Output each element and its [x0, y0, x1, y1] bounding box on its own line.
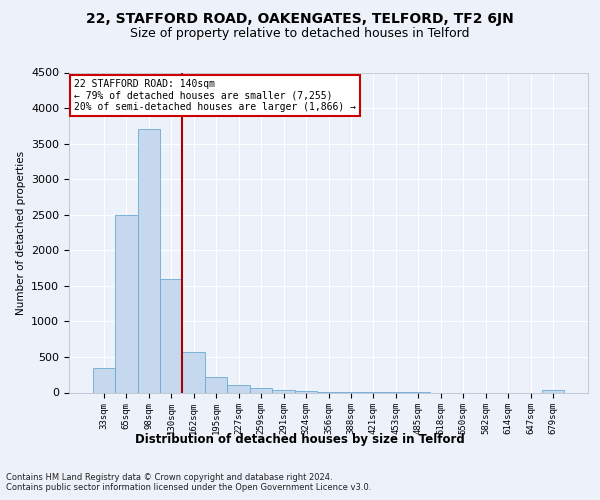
Text: Distribution of detached houses by size in Telford: Distribution of detached houses by size …: [135, 432, 465, 446]
Text: Size of property relative to detached houses in Telford: Size of property relative to detached ho…: [130, 28, 470, 40]
Bar: [115, 214, 137, 392]
Text: Contains HM Land Registry data © Crown copyright and database right 2024.
Contai: Contains HM Land Registry data © Crown c…: [6, 472, 371, 492]
Bar: [182, 352, 205, 393]
Text: 22, STAFFORD ROAD, OAKENGATES, TELFORD, TF2 6JN: 22, STAFFORD ROAD, OAKENGATES, TELFORD, …: [86, 12, 514, 26]
Bar: [205, 377, 227, 392]
Bar: [137, 130, 160, 392]
Text: 22 STAFFORD ROAD: 140sqm
← 79% of detached houses are smaller (7,255)
20% of sem: 22 STAFFORD ROAD: 140sqm ← 79% of detach…: [74, 79, 356, 112]
Y-axis label: Number of detached properties: Number of detached properties: [16, 150, 26, 314]
Bar: [542, 390, 565, 392]
Bar: [160, 278, 182, 392]
Bar: [250, 388, 272, 392]
Bar: [272, 390, 295, 392]
Bar: [227, 386, 250, 392]
Bar: [92, 368, 115, 392]
